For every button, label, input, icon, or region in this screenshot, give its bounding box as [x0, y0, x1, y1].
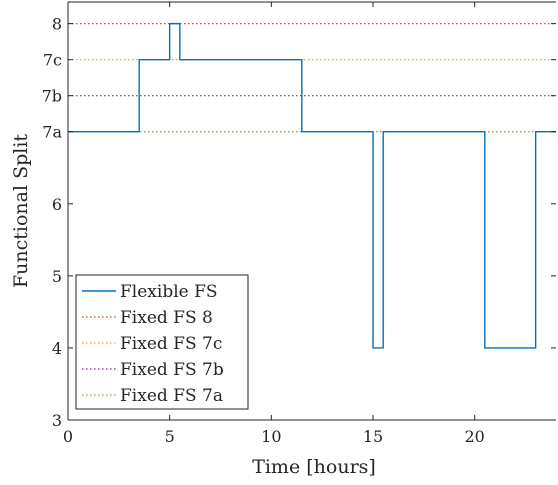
legend-entry-label: Flexible FS [120, 282, 218, 302]
y-tick-label: 8 [52, 15, 62, 34]
x-tick-label: 15 [363, 427, 383, 446]
legend-entry-label: Fixed FS 7a [120, 386, 223, 406]
legend-entry-label: Fixed FS 7b [120, 360, 224, 380]
legend-entry-label: Fixed FS 7c [120, 334, 222, 354]
y-tick-label: 7b [42, 87, 62, 106]
y-tick-label: 4 [52, 339, 62, 358]
y-tick-label: 7c [43, 51, 62, 70]
x-tick-label: 20 [464, 427, 484, 446]
x-tick-label: 5 [165, 427, 175, 446]
y-tick-label: 6 [52, 195, 62, 214]
legend: Flexible FS Fixed FS 8 Fixed FS 7c Fixed FS… [75, 274, 249, 410]
x-tick-label: 0 [63, 427, 73, 446]
y-tick-label: 3 [52, 411, 62, 430]
axes: 0 5 10 15 20 3 4 5 6 7a 7b 7c 8 Time [hours] Functiona… [10, 1, 556, 478]
y-axis-label: Functional Split [10, 134, 32, 288]
x-axis-label: Time [hours] [252, 456, 376, 478]
plot-area [68, 22, 556, 349]
y-tick-label: 5 [52, 267, 62, 286]
legend-entry-label: Fixed FS 8 [120, 308, 213, 328]
y-tick-label: 7a [42, 123, 62, 142]
series-line-flexible-fs [68, 22, 556, 349]
x-tick-label: 10 [261, 427, 281, 446]
legend-box [75, 274, 249, 410]
